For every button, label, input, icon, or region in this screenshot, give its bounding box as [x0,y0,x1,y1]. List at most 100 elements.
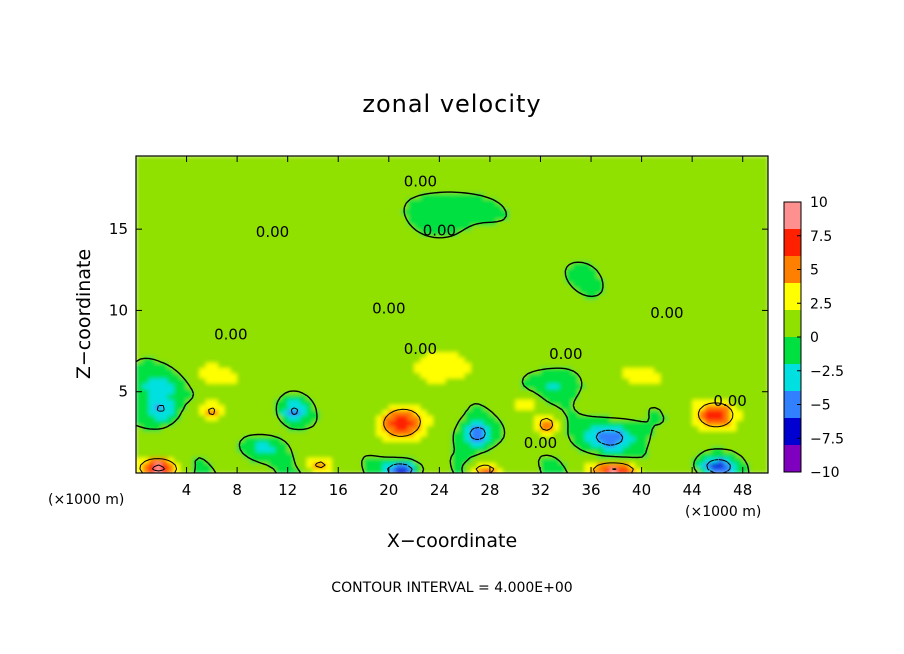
heatmap-cell [452,214,459,220]
heatmap-cell [654,182,662,189]
heatmap-cell [508,399,516,405]
heatmap-cell [546,256,554,263]
heatmap-cell [470,367,478,374]
heatmap-cell [199,298,207,305]
heatmap-cell [148,330,156,337]
heatmap-cell [508,346,516,353]
heatmap-cell [382,303,390,310]
heatmap-cell [597,256,605,263]
heatmap-cell [540,266,548,273]
heatmap-cell [553,251,561,257]
heatmap-cell [300,441,308,448]
heatmap-cell [243,161,251,168]
heatmap-cell [395,192,403,199]
heatmap-cell [559,383,567,390]
heatmap-cell [401,346,409,353]
heatmap-cell [142,314,150,321]
heatmap-cell [243,198,251,205]
heatmap-cell [319,298,327,305]
heatmap-cell [502,451,510,458]
heatmap-cell [496,372,504,379]
heatmap-cell [331,399,339,405]
heatmap-cell [344,330,352,337]
heatmap-cell [243,330,251,337]
heatmap-cell [363,367,371,374]
heatmap-cell [294,430,301,437]
heatmap-cell [256,224,263,231]
heatmap-cell [540,372,548,379]
heatmap-cell [287,171,295,178]
heatmap-cell [136,451,143,458]
heatmap-cell [414,467,421,473]
heatmap-cell [502,224,510,231]
heatmap-cell [458,177,466,184]
heatmap-cell [249,319,257,326]
heatmap-cell [275,277,282,284]
heatmap-cell [628,198,636,205]
heatmap-cell [622,441,630,448]
heatmap-cell [407,256,415,263]
heatmap-cell [218,340,226,347]
heatmap-cell [445,288,453,294]
heatmap-cell [369,451,377,458]
heatmap-cell [483,420,491,427]
heatmap-cell [161,367,169,374]
heatmap-cell [275,446,282,453]
heatmap-cell [641,351,649,358]
heatmap-cell [142,192,150,199]
heatmap-cell [534,377,542,384]
heatmap-cell [350,272,358,279]
heatmap-cell [508,340,516,347]
heatmap-cell [192,198,200,205]
heatmap-cell [344,335,352,342]
heatmap-cell [584,203,592,210]
heatmap-cell [218,240,226,247]
heatmap-cell [445,436,453,442]
heatmap-cell [199,467,207,473]
heatmap-cell [186,441,194,448]
heatmap-cell [300,208,308,215]
heatmap-cell [268,340,276,347]
heatmap-cell [420,314,428,321]
heatmap-cell [294,314,301,321]
heatmap-cell [338,240,346,247]
heatmap-cell [502,446,510,453]
heatmap-cell [376,436,384,442]
heatmap-cell [331,367,339,374]
heatmap-cell [205,203,213,210]
heatmap-cell [407,409,415,416]
heatmap-cell [654,187,662,194]
heatmap-cell [616,171,624,178]
heatmap-cell [180,451,188,458]
heatmap-cell [426,346,434,353]
heatmap-cell [294,293,301,300]
heatmap-cell [660,383,668,390]
heatmap-cell [344,367,352,374]
heatmap-cell [262,298,270,305]
heatmap-cell [325,240,333,247]
heatmap-cell [591,240,598,247]
heatmap-cell [559,282,567,289]
heatmap-cell [654,335,662,342]
heatmap-cell [458,362,466,368]
heatmap-cell [224,446,232,453]
heatmap-cell [565,187,573,194]
heatmap-cell [647,325,655,331]
heatmap-cell [268,192,276,199]
heatmap-cell [376,425,384,432]
heatmap-cell [647,256,655,263]
heatmap-cell [369,330,377,337]
heatmap-cell [565,245,573,252]
heatmap-cell [483,430,491,437]
heatmap-cell [312,214,320,220]
heatmap-cell [186,214,194,220]
heatmap-cell [641,229,649,236]
heatmap-cell [344,171,352,178]
heatmap-cell [382,288,390,294]
heatmap-cell [489,277,497,284]
heatmap-cell [540,457,548,464]
heatmap-cell [382,314,390,321]
heatmap-cell [521,187,529,194]
heatmap-cell [433,309,440,316]
heatmap-cell [489,293,497,300]
